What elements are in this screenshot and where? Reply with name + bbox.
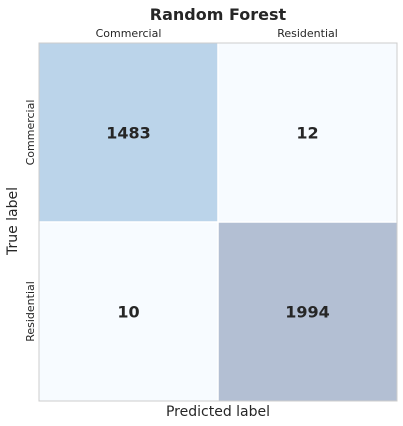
heatmap-cell-labels: 1483 12 10 1994	[106, 124, 330, 322]
plot-frame	[38, 42, 398, 402]
heatmap-cell-0-0	[39, 43, 218, 222]
heatmap-cell-0-1	[218, 43, 397, 222]
x-axis-label: Predicted label	[166, 404, 270, 420]
chart-title: Random Forest	[150, 5, 287, 24]
heatmap-cell-1-1	[218, 222, 397, 401]
y-tick-labels: Commercial Residential	[24, 100, 37, 342]
x-tick-label: Commercial	[96, 27, 162, 40]
heatmap-cell-1-0	[39, 222, 218, 401]
y-tick-label: Residential	[24, 281, 37, 342]
cell-value-1-0: 10	[117, 303, 139, 322]
cell-value-0-0: 1483	[106, 124, 151, 143]
heatmap-cells	[39, 43, 397, 401]
y-axis-label: True label	[5, 187, 21, 256]
cell-value-1-1: 1994	[285, 303, 330, 322]
x-tick-label: Residential	[277, 27, 338, 40]
y-tick-label: Commercial	[24, 100, 37, 166]
cell-value-0-1: 12	[296, 124, 318, 143]
x-tick-labels: Commercial Residential	[96, 27, 338, 40]
